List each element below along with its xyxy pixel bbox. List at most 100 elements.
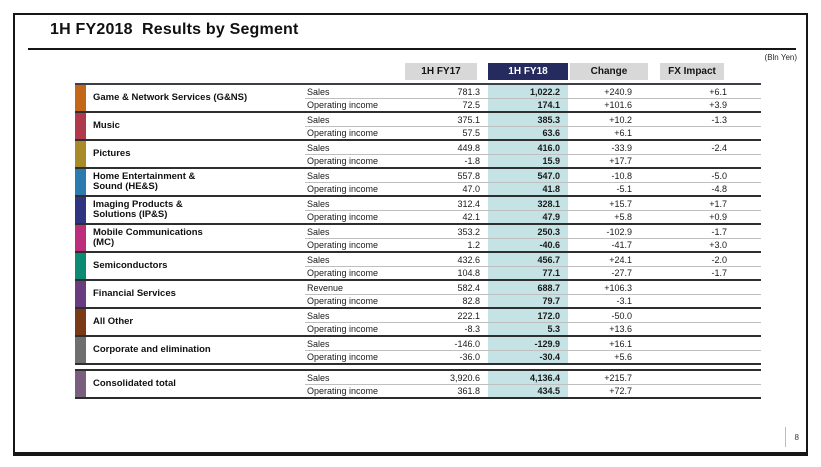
value-fy17: 449.8: [457, 142, 480, 153]
segment-name: Pictures: [93, 147, 131, 159]
value-fx-impact: -1.7: [711, 226, 727, 237]
value-fy18: 63.6: [488, 127, 568, 139]
table-header-row: 1H FY17 1H FY18 Change FX Impact: [75, 63, 761, 80]
metric-row: Sales 3,920.6 4,136.4 +215.7: [305, 371, 761, 384]
value-fx-impact: +0.9: [709, 212, 727, 222]
segment-name: Home Entertainment & Sound (HE&S): [93, 170, 196, 192]
metric-label: Sales: [307, 338, 330, 349]
value-fy18: 688.7: [488, 281, 568, 294]
metric-row: Sales 353.2 250.3 -102.9 -1.7: [305, 225, 761, 238]
value-fy18: -129.9: [488, 337, 568, 350]
value-fy17: 312.4: [457, 198, 480, 209]
value-change: -50.0: [611, 310, 632, 321]
segment-name: Imaging Products & Solutions (IP&S): [93, 198, 183, 220]
metric-row: Operating income -1.8 15.9 +17.7: [305, 154, 761, 167]
value-change: -33.9: [611, 142, 632, 153]
metric-row: Operating income 361.8 434.5 +72.7: [305, 384, 761, 397]
page-number-area: 8: [784, 427, 799, 447]
metric-label: Operating income: [307, 324, 379, 334]
segment-name: Semiconductors: [93, 259, 168, 271]
metric-label: Sales: [307, 310, 330, 321]
value-fx-impact: +3.9: [709, 100, 727, 110]
value-change: +15.7: [609, 198, 632, 209]
value-change: +17.7: [609, 156, 632, 166]
section-gap: [75, 363, 761, 369]
segment-metric-rows: Sales 222.1 172.0 -50.0 Operating income -8.3…: [305, 309, 761, 335]
value-fy17: 82.8: [462, 296, 480, 306]
metric-label: Sales: [307, 198, 330, 209]
value-fy18: -30.4: [488, 351, 568, 363]
segment-color-marker: [75, 85, 86, 111]
metric-label: Sales: [307, 114, 330, 125]
value-fy17: 781.3: [457, 86, 480, 97]
segment-name: Mobile Communications (MC): [93, 226, 203, 248]
value-fy18: 547.0: [488, 169, 568, 182]
value-fy17: 375.1: [457, 114, 480, 125]
value-fy17: -146.0: [454, 338, 480, 349]
metric-row: Operating income 82.8 79.7 -3.1: [305, 294, 761, 307]
metric-row: Operating income -36.0 -30.4 +5.6: [305, 350, 761, 363]
segment-metric-rows: Sales 375.1 385.3 +10.2 -1.3 Operating income…: [305, 113, 761, 139]
metric-label: Revenue: [307, 282, 344, 293]
metric-row: Sales 557.8 547.0 -10.8 -5.0: [305, 169, 761, 182]
value-change: -3.1: [616, 296, 632, 306]
value-fy17: 47.0: [462, 184, 480, 194]
value-fy17: 104.8: [457, 268, 480, 278]
value-fx-impact: -2.4: [711, 142, 727, 153]
header-box-change: Change: [570, 63, 648, 80]
segment-metric-rows: Sales 557.8 547.0 -10.8 -5.0 Operating income…: [305, 169, 761, 195]
value-fx-impact: -4.8: [711, 184, 727, 194]
value-fy17: 1.2: [467, 240, 480, 250]
metric-row: Operating income 1.2 -40.6 -41.7 +3.0: [305, 238, 761, 251]
header-spacer: [75, 63, 392, 80]
segment-metric-rows: Sales 449.8 416.0 -33.9 -2.4 Operating income…: [305, 141, 761, 167]
value-change: +16.1: [609, 338, 632, 349]
metric-label: Operating income: [307, 296, 379, 306]
value-change: +13.6: [609, 324, 632, 334]
metric-label: Sales: [307, 170, 330, 181]
value-fy18: 5.3: [488, 323, 568, 335]
value-fy18: 1,022.2: [488, 85, 568, 98]
metric-row: Sales 312.4 328.1 +15.7 +1.7: [305, 197, 761, 210]
metric-row: Operating income 72.5 174.1 +101.6 +3.9: [305, 98, 761, 111]
value-fx-impact: -2.0: [711, 254, 727, 265]
header-box-fy17: 1H FY17: [405, 63, 477, 80]
metric-row: Operating income 57.5 63.6 +6.1: [305, 126, 761, 139]
metric-label: Operating income: [307, 156, 379, 166]
metric-label: Operating income: [307, 128, 379, 138]
value-change: +106.3: [604, 282, 632, 293]
metric-row: Sales 432.6 456.7 +24.1 -2.0: [305, 253, 761, 266]
value-change: +72.7: [609, 386, 632, 396]
value-fy18: 172.0: [488, 309, 568, 322]
value-fy18: 416.0: [488, 141, 568, 154]
segment-color-marker: [75, 169, 86, 195]
segment-name: Corporate and elimination: [93, 343, 211, 355]
segment-color-marker: [75, 197, 86, 223]
value-fx-impact: +1.7: [709, 198, 727, 209]
segment-color-marker: [75, 337, 86, 363]
value-change: -10.8: [611, 170, 632, 181]
metric-row: Operating income -8.3 5.3 +13.6: [305, 322, 761, 335]
header-box-fx-impact: FX Impact: [660, 63, 724, 80]
value-change: +5.6: [614, 352, 632, 362]
metric-label: Sales: [307, 142, 330, 153]
value-change: +101.6: [604, 100, 632, 110]
segment-row: Music Sales 375.1 385.3 +10.2 -1.3 Operating i…: [75, 111, 761, 139]
metric-row: Sales 375.1 385.3 +10.2 -1.3: [305, 113, 761, 126]
value-fy18: 4,136.4: [488, 371, 568, 384]
metric-label: Sales: [307, 254, 330, 265]
value-change: +10.2: [609, 114, 632, 125]
page-title: 1H FY2018 Results by Segment: [50, 21, 299, 38]
segment-metric-rows: Sales 353.2 250.3 -102.9 -1.7 Operating incom…: [305, 225, 761, 251]
page-number-divider: [784, 427, 786, 447]
value-fy18: 385.3: [488, 113, 568, 126]
segment-color-marker: [75, 113, 86, 139]
metric-label: Sales: [307, 372, 330, 383]
value-fy17: 3,920.6: [449, 372, 480, 383]
metric-row: Sales 449.8 416.0 -33.9 -2.4: [305, 141, 761, 154]
segment-row: Game & Network Services (G&NS) Sales 781.3…: [75, 85, 761, 111]
value-fx-impact: -1.3: [711, 114, 727, 125]
value-fy18: 79.7: [488, 295, 568, 307]
metric-label: Operating income: [307, 240, 379, 250]
header-box-fy18: 1H FY18: [488, 63, 568, 80]
